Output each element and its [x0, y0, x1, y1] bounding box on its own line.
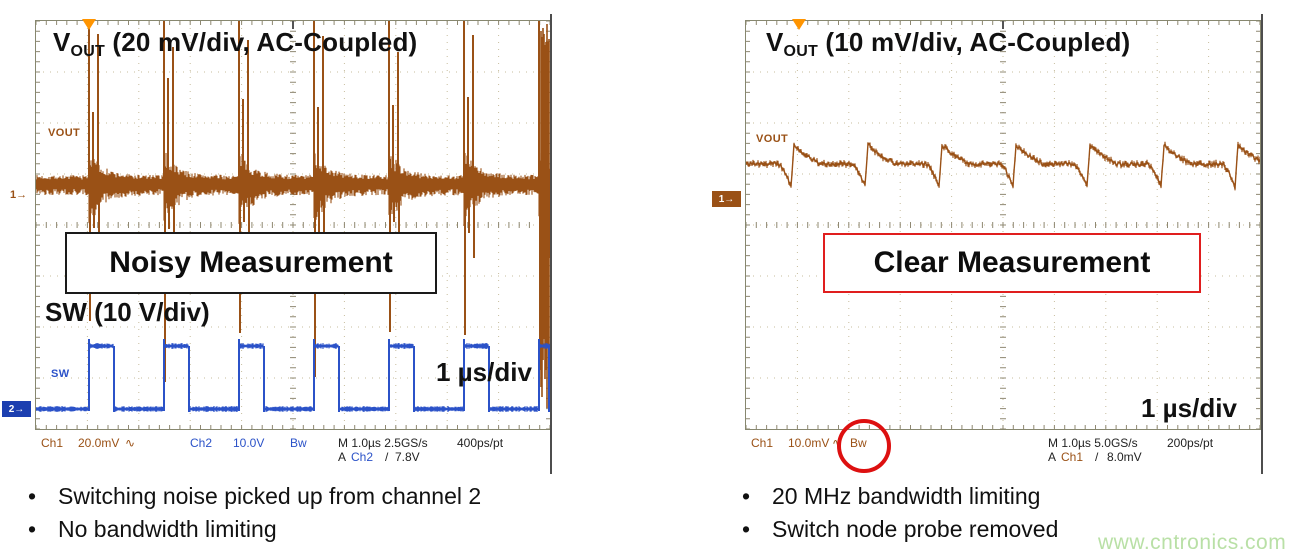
vout-title-rest: (20 mV/div, AC-Coupled)	[104, 27, 418, 57]
trigger-position-marker-icon	[82, 19, 96, 30]
vout-title-sub: OUT	[783, 43, 818, 60]
clear-measurement-annotation: Clear Measurement	[823, 233, 1201, 293]
trigger-position-marker-icon	[792, 19, 806, 30]
vout-title-sub: OUT	[70, 43, 105, 60]
bullet-icon: •	[742, 483, 751, 509]
trigger-source: Ch2	[351, 450, 374, 464]
noisy-measurement-annotation: Noisy Measurement	[65, 232, 437, 294]
vout-trace-label: VOUT	[756, 133, 789, 145]
list-item: • Switch node probe removed	[742, 513, 1293, 546]
right-timebase-label: 1 µs/div	[1141, 393, 1237, 423]
ch1-scale: 20.0mV	[78, 436, 120, 450]
ch2-ground-marker: 2→	[2, 401, 31, 417]
ch1-label: Ch1	[751, 436, 774, 450]
timebase-status: M 1.0µs 2.5GS/s	[338, 436, 428, 450]
trigger-a-label: A	[1048, 450, 1057, 464]
right-vout-title: VOUT (10 mV/div, AC-Coupled)	[766, 27, 1130, 61]
right-bullet-list: • 20 MHz bandwidth limiting • Switch node …	[742, 480, 1293, 546]
sw-trace-label: SW	[51, 368, 70, 380]
list-item: • No bandwidth limiting	[28, 513, 668, 546]
left-waveform-plot	[36, 21, 550, 429]
right-panel-edge-line	[1261, 14, 1263, 474]
bullet-icon: •	[742, 516, 751, 542]
trigger-source: Ch1	[1061, 450, 1084, 464]
resolution-status: 400ps/pt	[457, 436, 504, 450]
left-status-bar: Ch1 20.0mV ∿ Ch2 10.0V Bw M 1.0µs 2.5GS/…	[35, 434, 551, 474]
ch2-label: Ch2	[190, 436, 213, 450]
bandwidth-highlight-circle	[837, 419, 891, 473]
ch2-scale: 10.0V	[233, 436, 265, 450]
trigger-slope-icon: /	[385, 450, 389, 464]
bullet-text: Switch node probe removed	[772, 516, 1059, 542]
left-panel-edge-line	[550, 14, 552, 474]
trigger-slope-icon: /	[1095, 450, 1099, 464]
ch2-bandwidth-flag: Bw	[290, 436, 307, 450]
vout-trace-label: VOUT	[48, 127, 81, 139]
left-scope-screen: VOUT (20 mV/div, AC-Coupled) VOUT Noisy …	[2, 19, 551, 430]
left-oscilloscope-capture: VOUT (20 mV/div, AC-Coupled) VOUT Noisy …	[2, 14, 551, 474]
left-timebase-label: 1 µs/div	[436, 357, 532, 387]
list-item: • 20 MHz bandwidth limiting	[742, 480, 1293, 513]
bullet-text: No bandwidth limiting	[58, 516, 277, 542]
right-oscilloscope-capture: VOUT (10 mV/div, AC-Coupled) VOUT Clear …	[712, 14, 1261, 474]
left-bullet-list: • Switching noise picked up from channel …	[28, 480, 668, 546]
list-item: • Switching noise picked up from channel …	[28, 480, 668, 513]
ch1-ground-marker: 1→	[712, 191, 741, 207]
ch1-scale: 10.0mV	[788, 436, 830, 450]
vout-title-v: V	[766, 27, 784, 57]
right-status-bar: Ch1 10.0mV ∿ Bw M 1.0µs 5.0GS/s 200ps/pt…	[745, 434, 1261, 474]
timebase-status: M 1.0µs 5.0GS/s	[1048, 436, 1138, 450]
ch1-label: Ch1	[41, 436, 64, 450]
sw-heading: SW (10 V/div)	[45, 297, 210, 327]
bullet-text: 20 MHz bandwidth limiting	[772, 483, 1041, 509]
vout-title-rest: (10 mV/div, AC-Coupled)	[817, 27, 1131, 57]
watermark: www.cntronics.com	[1098, 531, 1287, 554]
left-vout-title: VOUT (20 mV/div, AC-Coupled)	[53, 27, 417, 61]
ch1-ground-marker: 1→	[10, 189, 28, 201]
bullet-icon: •	[28, 483, 37, 509]
trigger-level: 7.8V	[395, 450, 420, 464]
bullet-text: Switching noise picked up from channel 2	[58, 483, 482, 509]
trigger-a-label: A	[338, 450, 347, 464]
trigger-level: 8.0mV	[1107, 450, 1142, 464]
bullet-icon: •	[28, 516, 37, 542]
ch1-coupling-icon: ∿	[125, 436, 136, 450]
vout-title-v: V	[53, 27, 71, 57]
right-scope-screen: VOUT (10 mV/div, AC-Coupled) VOUT Clear …	[712, 19, 1261, 430]
resolution-status: 200ps/pt	[1167, 436, 1214, 450]
right-waveform-plot	[746, 21, 1260, 429]
